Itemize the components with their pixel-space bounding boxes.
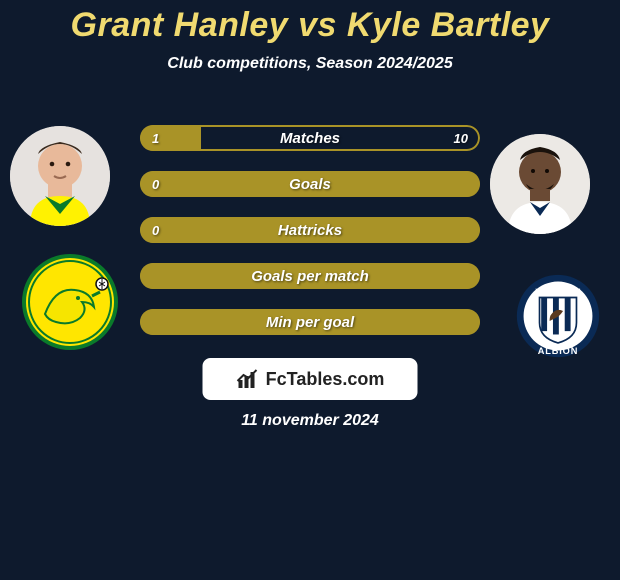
stat-bars: Matches 1 10 Goals 0 Hattricks 0 Goals per matc… — [140, 125, 480, 355]
stat-label: Min per goal — [266, 314, 354, 331]
stat-row: Goals 0 — [140, 171, 480, 197]
stat-value-left: 0 — [152, 223, 159, 238]
page-title: Grant Hanley vs Kyle Bartley — [0, 0, 620, 45]
title-player2: Kyle Bartley — [347, 6, 550, 44]
stat-row: Min per goal — [140, 309, 480, 335]
stat-value-left: 0 — [152, 177, 159, 192]
stat-row: Matches 1 10 — [140, 125, 480, 151]
stat-value-left: 1 — [152, 131, 159, 146]
stat-label: Hattricks — [278, 222, 342, 239]
svg-text:WEST BROMWICH: WEST BROMWICH — [536, 288, 581, 294]
subtitle: Club competitions, Season 2024/2025 — [0, 55, 620, 73]
brand-pill: FcTables.com — [203, 358, 418, 400]
stat-value-right: 10 — [454, 131, 468, 146]
stat-row: Goals per match — [140, 263, 480, 289]
stat-fill-left — [140, 125, 201, 151]
chart-icon — [236, 367, 260, 391]
comparison-card: Grant Hanley vs Kyle Bartley Club compet… — [0, 0, 620, 580]
stat-label: Goals per match — [251, 268, 369, 285]
player2-club-badge: WEST BROMWICH ALBION — [516, 274, 600, 358]
player1-avatar — [10, 126, 110, 226]
title-player1: Grant Hanley — [71, 6, 289, 44]
title-vs: vs — [298, 6, 337, 44]
player1-club-badge — [20, 252, 120, 352]
stat-fill-right — [201, 125, 480, 151]
date-text: 11 november 2024 — [0, 412, 620, 430]
stat-label: Goals — [289, 176, 331, 193]
brand-text: FcTables.com — [266, 369, 385, 390]
stat-label: Matches — [280, 130, 340, 147]
stat-row: Hattricks 0 — [140, 217, 480, 243]
svg-text:ALBION: ALBION — [538, 346, 578, 356]
player2-avatar — [490, 134, 590, 234]
